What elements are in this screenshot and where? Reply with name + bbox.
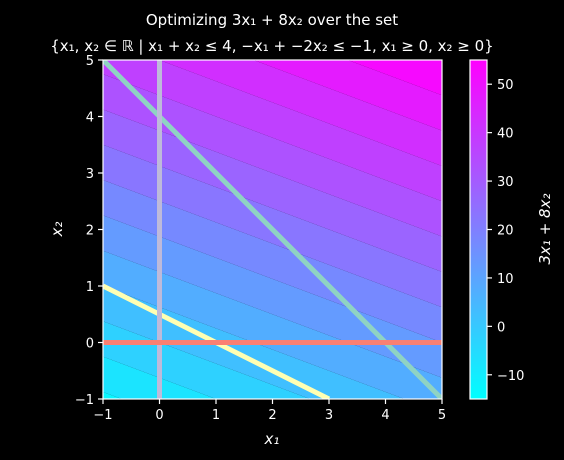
contour-band xyxy=(103,60,442,202)
x-axis-label: x₁ xyxy=(264,430,280,448)
contour-band xyxy=(103,215,442,378)
y-tick-label: 5 xyxy=(86,54,94,69)
x-tick-label: 0 xyxy=(155,408,163,423)
y-tick-label: 0 xyxy=(86,337,94,352)
y-axis-ticks: −1 0 1 2 3 4 5 xyxy=(75,54,103,408)
colorbar-tick-label: 0 xyxy=(497,320,505,335)
colorbar-tick-label: 10 xyxy=(497,272,514,287)
contour-band xyxy=(103,180,442,343)
y-tick-label: 3 xyxy=(86,167,94,182)
x-axis-ticks: −1 0 1 2 3 4 5 xyxy=(93,399,446,423)
x-tick-label: −1 xyxy=(93,408,112,423)
contour-band xyxy=(103,109,442,272)
x-tick-label: 2 xyxy=(268,408,276,423)
colorbar-tick-label: 30 xyxy=(497,175,514,190)
chart-title-line2: {x₁, x₂ ∈ ℝ | x₁ + x₂ ≤ 4, −x₁ + −2x₂ ≤ … xyxy=(50,37,493,55)
y-tick-label: 2 xyxy=(86,224,94,239)
contour-fill xyxy=(103,60,442,399)
constraint-lines xyxy=(103,60,442,399)
contour-band xyxy=(103,74,442,237)
contour-band xyxy=(253,60,442,131)
contour-band xyxy=(103,250,442,399)
contour-band xyxy=(159,60,442,166)
colorbar-tick-label: 40 xyxy=(497,127,514,142)
colorbar-tick-label: 20 xyxy=(497,224,514,239)
x-tick-label: 3 xyxy=(325,408,333,423)
x-tick-label: 4 xyxy=(381,408,389,423)
y-tick-label: 4 xyxy=(86,111,94,126)
colorbar: −10 0 10 20 30 40 50 xyxy=(469,59,524,400)
colorbar-gradient xyxy=(469,59,488,400)
colorbar-tick-label: −10 xyxy=(497,369,524,384)
x-tick-label: 1 xyxy=(212,408,220,423)
y-tick-label: 1 xyxy=(86,280,94,295)
y-tick-label: −1 xyxy=(75,393,94,408)
chart-title-line1: Optimizing 3x₁ + 8x₂ over the set xyxy=(146,11,398,29)
contour-band xyxy=(347,60,442,96)
colorbar-tick-label: 50 xyxy=(497,78,514,93)
y-axis-label: x₂ xyxy=(48,222,66,238)
colorbar-label: 3x₁ + 8x₂ xyxy=(536,194,554,265)
x-tick-label: 5 xyxy=(438,408,446,423)
